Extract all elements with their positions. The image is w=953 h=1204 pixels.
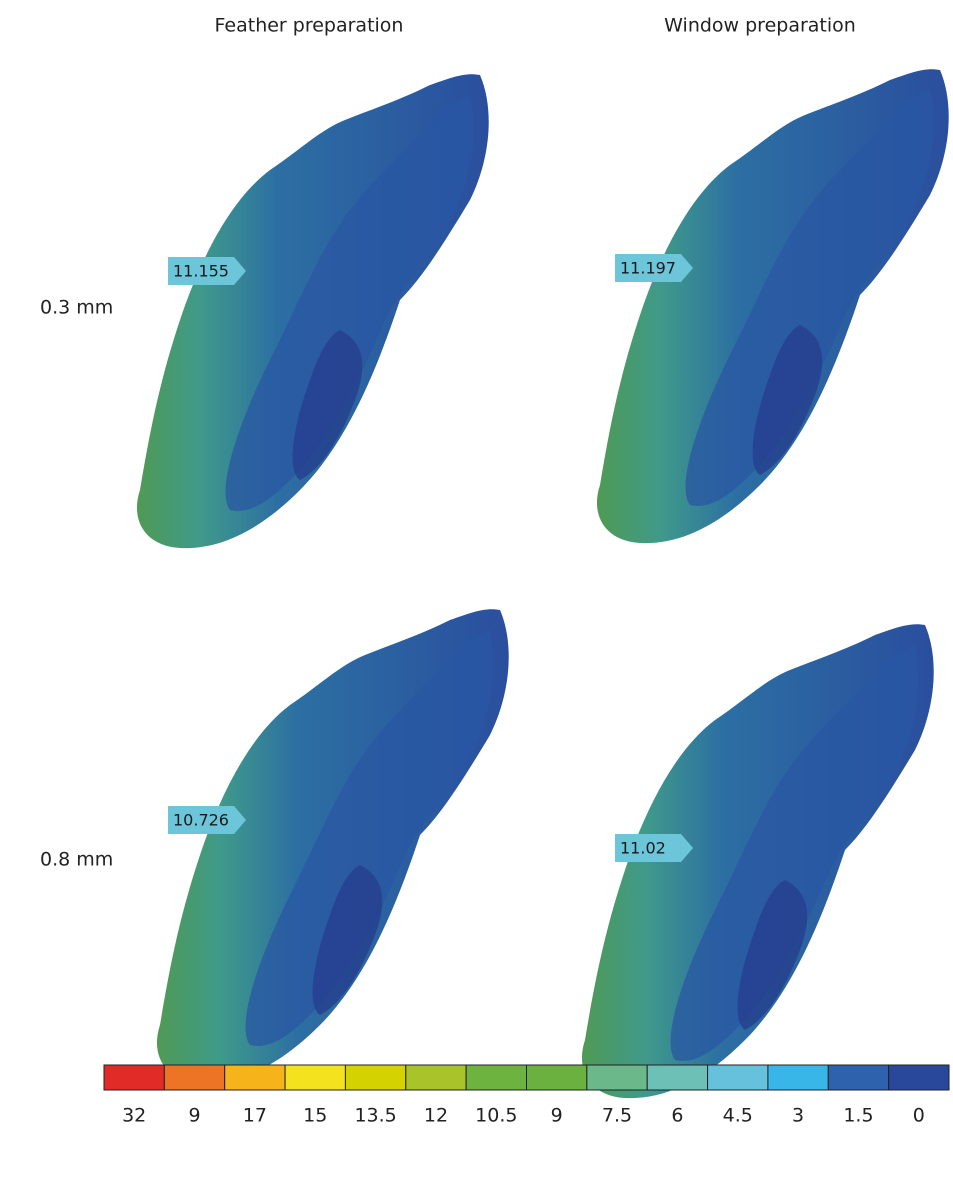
scale-segment [527, 1065, 587, 1090]
scale-segment [285, 1065, 345, 1090]
scale-segment [225, 1065, 285, 1090]
scale-segment [708, 1065, 768, 1090]
scale-segment [164, 1065, 224, 1090]
scale-label: 13.5 [354, 1105, 396, 1127]
figure: Feather preparation Window preparation 0… [0, 0, 953, 1204]
scale-segment [466, 1065, 526, 1090]
scale-label: 0 [913, 1105, 925, 1127]
scale-label: 17 [243, 1105, 267, 1127]
column-header: Window preparation [664, 15, 856, 37]
tooth-model [597, 69, 949, 543]
scale-segment [647, 1065, 707, 1090]
scale-label: 12 [424, 1105, 448, 1127]
scale-segment [889, 1065, 949, 1090]
scale-label: 4.5 [723, 1105, 753, 1127]
callout-value: 11.02 [620, 839, 666, 858]
scale-segment [828, 1065, 888, 1090]
row-label: 0.8 mm [40, 849, 113, 871]
tooth-model [157, 609, 509, 1083]
scale-label: 32 [122, 1105, 146, 1127]
scale-label: 7.5 [602, 1105, 632, 1127]
callout-value: 10.726 [173, 811, 229, 830]
scale-label: 9 [188, 1105, 200, 1127]
scale-label: 1.5 [843, 1105, 873, 1127]
column-header: Feather preparation [215, 15, 404, 37]
scale-label: 9 [551, 1105, 563, 1127]
scale-segment [104, 1065, 164, 1090]
scale-label: 3 [792, 1105, 804, 1127]
callout-value: 11.197 [620, 259, 676, 278]
scale-label: 10.5 [475, 1105, 517, 1127]
scale-segment [406, 1065, 466, 1090]
scale-label: 6 [671, 1105, 683, 1127]
tooth-model [137, 74, 489, 548]
scale-segment [345, 1065, 405, 1090]
scale-segment [587, 1065, 647, 1090]
row-label: 0.3 mm [40, 297, 113, 319]
scale-segment [768, 1065, 828, 1090]
callout-value: 11.155 [173, 262, 229, 281]
scale-label: 15 [303, 1105, 327, 1127]
